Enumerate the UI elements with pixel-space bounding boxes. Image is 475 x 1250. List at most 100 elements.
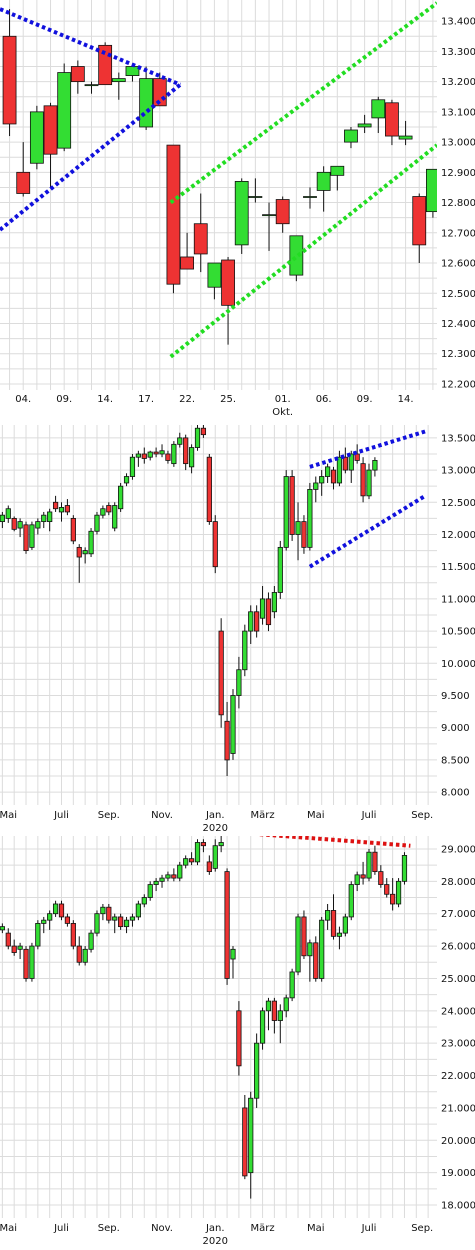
candle-body-up [147, 451, 153, 458]
candle [325, 903, 331, 930]
candle [344, 126, 358, 149]
candle-body-up [47, 511, 53, 523]
chart-panel-2: 8.000 8.500 9.000 9.500 10.000 10.500 11.000 11… [0, 425, 475, 834]
candle [82, 946, 88, 966]
candle [398, 120, 413, 146]
candle-body-up [100, 508, 106, 516]
candle [230, 946, 236, 979]
candle-body-down [2, 35, 17, 125]
candle-body-up [242, 630, 248, 671]
candle-body-up [236, 669, 242, 696]
candle [76, 936, 82, 966]
candle-body-up [88, 932, 94, 950]
x-tick-label: 14. [398, 394, 414, 405]
candle [159, 874, 165, 888]
chart-panel-3: 18.000 19.000 20.000 21.000 22.000 23.000 24.0… [0, 836, 475, 1247]
candle [319, 916, 325, 982]
x-tick-label: Sep. [98, 810, 120, 821]
candle [106, 502, 112, 516]
candle [348, 450, 354, 483]
candle [0, 511, 5, 529]
candle [218, 836, 224, 853]
candle [262, 202, 276, 251]
candle [123, 473, 130, 487]
candle-body-up [29, 945, 35, 979]
y-tick-label: 12.500 [441, 498, 475, 509]
candle [58, 502, 65, 522]
candle-body-up [277, 1010, 283, 1021]
grid-lines [0, 425, 437, 805]
y-tick-label: 12.900 [441, 168, 475, 179]
candle-body-down [224, 871, 230, 979]
x-tick-label: Sep. [411, 810, 433, 821]
candle [11, 516, 17, 532]
y-tick-label: 11.500 [441, 562, 475, 573]
candle [43, 102, 58, 188]
candle-body-up [153, 880, 159, 885]
candle [275, 196, 290, 233]
candle-body-up [336, 932, 343, 937]
candle-body-up [366, 851, 372, 879]
candle-body-up [94, 514, 100, 532]
candle-body-up [271, 592, 277, 613]
candle-body-up [194, 842, 201, 863]
candle [330, 165, 345, 191]
candle-body-down [11, 517, 17, 530]
x-tick-label: März [250, 810, 274, 821]
candle-body-up [354, 874, 360, 885]
candle [348, 881, 354, 921]
candle [277, 540, 283, 599]
candle [360, 457, 366, 503]
candle-body-up [112, 505, 118, 529]
candle-body-down [16, 171, 31, 194]
candle-body-up [344, 129, 358, 143]
candle-body-up [289, 235, 304, 276]
candle-body-up [47, 913, 53, 921]
trendline-green [169, 143, 437, 359]
candle-body-up [35, 923, 41, 947]
candle [194, 839, 201, 866]
candle-body-up [207, 262, 222, 288]
candle-body-up [395, 880, 402, 905]
candle [94, 910, 100, 937]
candles [0, 836, 408, 1199]
candle [313, 476, 319, 503]
candle-body-up [159, 450, 165, 455]
candle-body-up [52, 903, 59, 915]
candle [118, 913, 124, 930]
candle [342, 447, 348, 474]
candle [259, 1007, 266, 1050]
candle-body-up [183, 858, 189, 866]
x-tick-label: 09. [56, 394, 72, 405]
candle [325, 463, 331, 483]
x-tick-label: Mai [0, 810, 17, 821]
candle-body-down [242, 1107, 248, 1177]
candle [303, 187, 317, 209]
candle [357, 114, 372, 134]
candle-body-down [265, 598, 272, 626]
candle-body-up [348, 453, 354, 471]
candle [166, 144, 181, 294]
candle [426, 168, 437, 218]
candle-body-down [206, 456, 212, 523]
candle [64, 913, 71, 927]
y-tick-label: 28.000 [441, 877, 475, 888]
candle-body-down [412, 196, 427, 246]
candle-body-up [125, 66, 140, 76]
candle [29, 105, 44, 170]
candle-body-down [200, 842, 207, 847]
y-tick-label: 13.300 [441, 47, 475, 58]
y-tick-label: 13.100 [441, 107, 475, 118]
candle-body-up [303, 196, 317, 198]
candle [183, 855, 189, 869]
candle [70, 60, 85, 94]
candle [111, 72, 126, 100]
candle-body-up [41, 514, 47, 523]
candle-body-down [301, 521, 307, 548]
candle-body-down [76, 546, 82, 558]
candle [336, 450, 343, 487]
y-tick-label: 22.000 [441, 1071, 475, 1082]
x-tick-label: 14. [97, 394, 113, 405]
candle-body-down [360, 463, 366, 497]
candle [16, 142, 31, 197]
